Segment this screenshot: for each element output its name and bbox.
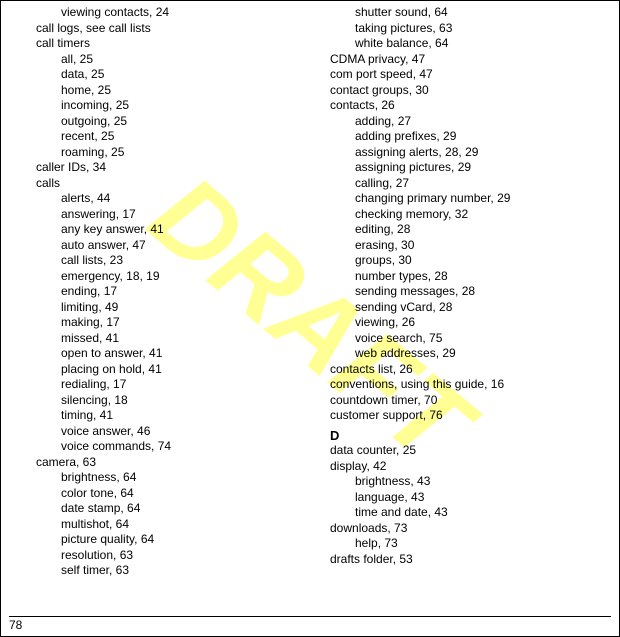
index-entry: assigning alerts, 28, 29 bbox=[330, 145, 609, 161]
index-entry: help, 73 bbox=[330, 536, 609, 552]
index-entry: viewing, 26 bbox=[330, 315, 609, 331]
index-entry: redialing, 17 bbox=[36, 377, 315, 393]
index-entry: picture quality, 64 bbox=[36, 532, 315, 548]
index-entry: data counter, 25 bbox=[330, 443, 609, 459]
index-entry: date stamp, 64 bbox=[36, 501, 315, 517]
index-entry: customer support, 76 bbox=[330, 408, 609, 424]
index-entry: sending vCard, 28 bbox=[330, 300, 609, 316]
index-entry: white balance, 64 bbox=[330, 36, 609, 52]
index-entry: alerts, 44 bbox=[36, 191, 315, 207]
index-entry: any key answer, 41 bbox=[36, 222, 315, 238]
index-entry: erasing, 30 bbox=[330, 238, 609, 254]
index-entry: roaming, 25 bbox=[36, 145, 315, 161]
index-entry: placing on hold, 41 bbox=[36, 362, 315, 378]
index-entry: color tone, 64 bbox=[36, 486, 315, 502]
index-entry: shutter sound, 64 bbox=[330, 5, 609, 21]
index-entry: display, 42 bbox=[330, 459, 609, 475]
index-entry: limiting, 49 bbox=[36, 300, 315, 316]
index-entry: assigning pictures, 29 bbox=[330, 160, 609, 176]
index-entry: camera, 63 bbox=[36, 455, 315, 471]
index-entry: recent, 25 bbox=[36, 129, 315, 145]
index-entry: outgoing, 25 bbox=[36, 114, 315, 130]
index-entry: brightness, 43 bbox=[330, 474, 609, 490]
page-number: 78 bbox=[9, 616, 611, 632]
index-entry: contacts list, 26 bbox=[330, 362, 609, 378]
index-entry: home, 25 bbox=[36, 83, 315, 99]
index-entry: silencing, 18 bbox=[36, 393, 315, 409]
index-entry: viewing contacts, 24 bbox=[36, 5, 315, 21]
index-entry: contact groups, 30 bbox=[330, 83, 609, 99]
index-entry: call logs, see call lists bbox=[36, 21, 315, 37]
index-entry: time and date, 43 bbox=[330, 505, 609, 521]
index-entry: data, 25 bbox=[36, 67, 315, 83]
index-entry: number types, 28 bbox=[330, 269, 609, 285]
index-entry: CDMA privacy, 47 bbox=[330, 52, 609, 68]
index-entry: contacts, 26 bbox=[330, 98, 609, 114]
index-entry: missed, 41 bbox=[36, 331, 315, 347]
index-entry: multishot, 64 bbox=[36, 517, 315, 533]
index-entry: web addresses, 29 bbox=[330, 346, 609, 362]
index-entry: call lists, 23 bbox=[36, 253, 315, 269]
index-entry: self timer, 63 bbox=[36, 563, 315, 579]
index-entry: countdown timer, 70 bbox=[330, 393, 609, 409]
index-entry: com port speed, 47 bbox=[330, 67, 609, 83]
index-entry: caller IDs, 34 bbox=[36, 160, 315, 176]
index-entry: call timers bbox=[36, 36, 315, 52]
index-entry: changing primary number, 29 bbox=[330, 191, 609, 207]
right-column: shutter sound, 64taking pictures, 63whit… bbox=[315, 5, 609, 579]
index-entry: adding, 27 bbox=[330, 114, 609, 130]
left-column: viewing contacts, 24call logs, see call … bbox=[11, 5, 315, 579]
index-entry: calls bbox=[36, 176, 315, 192]
index-entry: language, 43 bbox=[330, 490, 609, 506]
index-entry: editing, 28 bbox=[330, 222, 609, 238]
index-entry: timing, 41 bbox=[36, 408, 315, 424]
index-entry: checking memory, 32 bbox=[330, 207, 609, 223]
index-entry: taking pictures, 63 bbox=[330, 21, 609, 37]
index-entry: brightness, 64 bbox=[36, 470, 315, 486]
index-entry: voice search, 75 bbox=[330, 331, 609, 347]
index-entry: D bbox=[330, 428, 609, 444]
index-entry: resolution, 63 bbox=[36, 548, 315, 564]
index-entry: making, 17 bbox=[36, 315, 315, 331]
index-entry: ending, 17 bbox=[36, 284, 315, 300]
index-entry: conventions, using this guide, 16 bbox=[330, 377, 609, 393]
index-content: viewing contacts, 24call logs, see call … bbox=[1, 1, 619, 583]
index-entry: answering, 17 bbox=[36, 207, 315, 223]
index-entry: downloads, 73 bbox=[330, 521, 609, 537]
index-entry: auto answer, 47 bbox=[36, 238, 315, 254]
index-entry: emergency, 18, 19 bbox=[36, 269, 315, 285]
index-entry: voice commands, 74 bbox=[36, 439, 315, 455]
index-entry: sending messages, 28 bbox=[330, 284, 609, 300]
index-entry: drafts folder, 53 bbox=[330, 552, 609, 568]
index-entry: adding prefixes, 29 bbox=[330, 129, 609, 145]
index-entry: incoming, 25 bbox=[36, 98, 315, 114]
index-entry: voice answer, 46 bbox=[36, 424, 315, 440]
index-entry: open to answer, 41 bbox=[36, 346, 315, 362]
index-entry: groups, 30 bbox=[330, 253, 609, 269]
index-entry: all, 25 bbox=[36, 52, 315, 68]
index-entry: calling, 27 bbox=[330, 176, 609, 192]
